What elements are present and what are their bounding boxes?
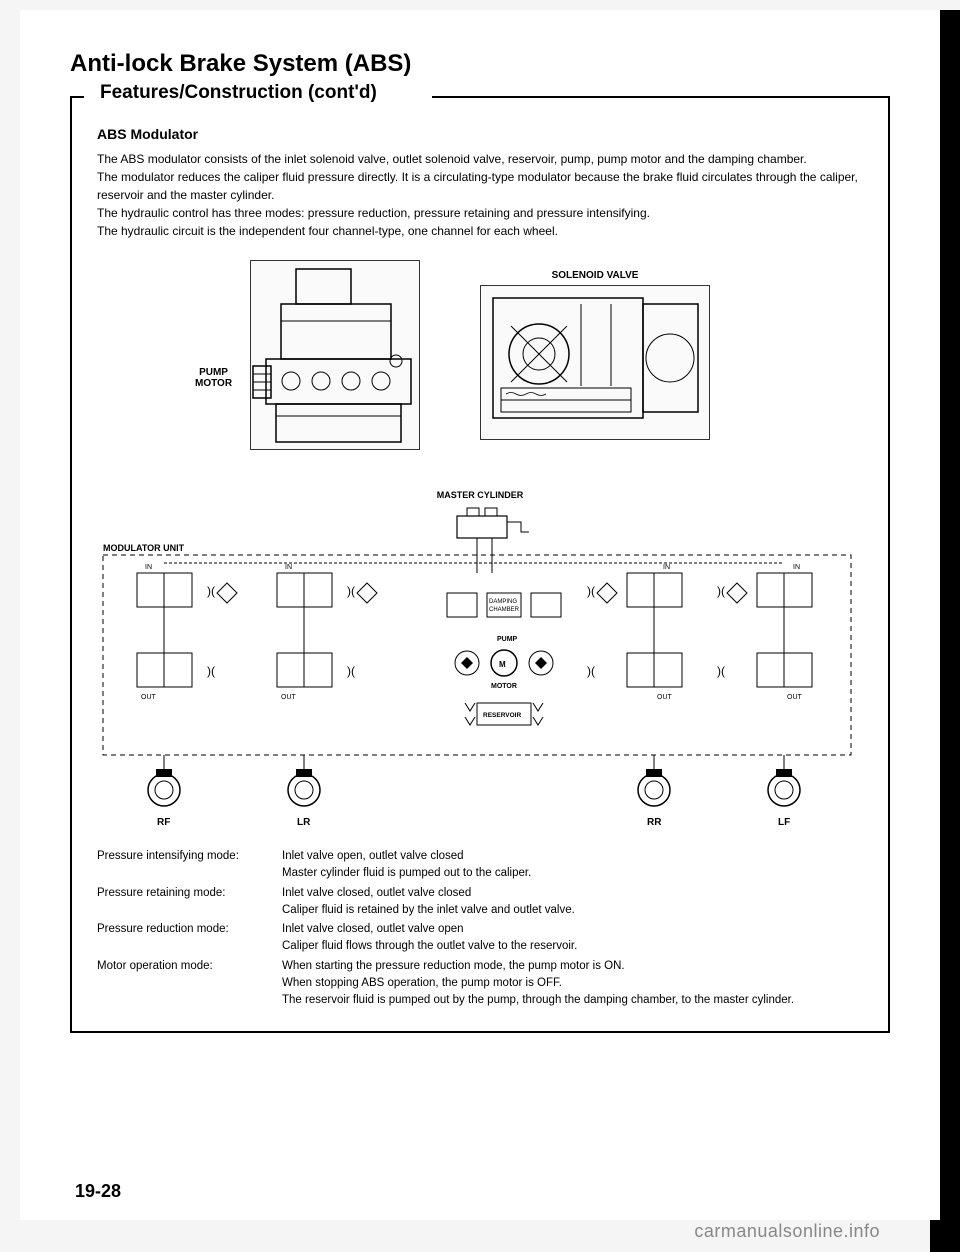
mode-row: Pressure intensifying mode: Inlet valve … — [97, 848, 863, 883]
wheel-rf — [148, 755, 180, 806]
paragraph: The modulator reduces the caliper fluid … — [97, 170, 858, 202]
svg-text:CHAMBER: CHAMBER — [489, 607, 520, 613]
mode-desc: Inlet valve open, outlet valve closed Ma… — [282, 848, 863, 883]
paragraph: The hydraulic control has three modes: p… — [97, 206, 650, 220]
svg-text:RESERVOIR: RESERVOIR — [483, 712, 521, 719]
mode-label: Pressure reduction mode: — [97, 921, 282, 956]
wheel-lf — [768, 755, 800, 806]
mode-desc: When starting the pressure reduction mod… — [282, 958, 863, 1010]
svg-text:)(: )( — [717, 664, 725, 678]
svg-text:)(: )( — [587, 584, 595, 598]
mode-row: Motor operation mode: When starting the … — [97, 958, 863, 1010]
svg-text:)(: )( — [347, 584, 355, 598]
mode-desc: Inlet valve closed, outlet valve closed … — [282, 885, 863, 920]
svg-text:OUT: OUT — [657, 694, 673, 701]
svg-text:)(: )( — [347, 664, 355, 678]
wheel-label-rf: RF — [157, 817, 170, 828]
pump-motor-diagram: PUMPMOTOR — [250, 260, 420, 455]
solenoid-valve-drawing — [480, 285, 710, 440]
mode-label: Motor operation mode: — [97, 958, 282, 1010]
channel-lr: IN OUT )( )( — [277, 564, 377, 701]
svg-text:OUT: OUT — [281, 694, 297, 701]
wheel-label-lr: LR — [297, 817, 311, 828]
wheel-lr — [288, 755, 320, 806]
paragraph: The hydraulic circuit is the independent… — [97, 224, 558, 238]
svg-text:OUT: OUT — [141, 694, 157, 701]
svg-text:OUT: OUT — [787, 694, 803, 701]
pump-motor-label: PUMPMOTOR — [195, 367, 232, 389]
mode-desc: Inlet valve closed, outlet valve open Ca… — [282, 921, 863, 956]
svg-text:IN: IN — [663, 564, 670, 571]
hydraulic-schematic: MASTER CYLINDER MODULATOR UNIT — [97, 485, 863, 838]
wheel-rr — [638, 755, 670, 806]
hydraulic-schematic-drawing: MODULATOR UNIT IN OUT )( )( — [97, 503, 857, 833]
svg-text:)(: )( — [207, 664, 215, 678]
page-number: 19-28 — [75, 1181, 121, 1202]
channel-rr: )( IN OUT )( — [587, 564, 682, 701]
wheel-label-lf: LF — [778, 817, 790, 828]
solenoid-valve-label: SOLENOID VALVE — [480, 270, 710, 281]
svg-text:M: M — [499, 660, 506, 669]
component-diagram-row: PUMPMOTOR — [97, 260, 863, 455]
mode-label: Pressure intensifying mode: — [97, 848, 282, 883]
modulator-unit-label: MODULATOR UNIT — [103, 543, 185, 553]
section-frame: Features/Construction (cont'd) ABS Modul… — [70, 96, 890, 1033]
svg-text:IN: IN — [285, 564, 292, 571]
mode-row: Pressure reduction mode: Inlet valve clo… — [97, 921, 863, 956]
svg-text:IN: IN — [145, 564, 152, 571]
svg-text:)(: )( — [587, 664, 595, 678]
channel-rf: IN OUT )( )( — [137, 564, 237, 701]
center-block: DAMPING CHAMBER PUMP M MOTOR RESERVOIR — [447, 593, 561, 725]
svg-text:IN: IN — [793, 564, 800, 571]
frame-border — [72, 96, 84, 98]
svg-text:DAMPING: DAMPING — [489, 599, 517, 605]
sub-heading: ABS Modulator — [97, 126, 863, 142]
frame-border — [432, 96, 888, 98]
svg-text:MOTOR: MOTOR — [491, 683, 517, 690]
manual-page: Anti-lock Brake System (ABS) Features/Co… — [20, 10, 940, 1220]
watermark: carmanualsonline.info — [694, 1221, 880, 1242]
section-title: Features/Construction (cont'd) — [92, 82, 385, 104]
page-title: Anti-lock Brake System (ABS) — [70, 50, 890, 78]
channel-lf: )( IN OUT )( — [717, 564, 812, 701]
svg-text:)(: )( — [717, 584, 725, 598]
master-cylinder-label: MASTER CYLINDER — [97, 485, 863, 503]
modes-table: Pressure intensifying mode: Inlet valve … — [97, 848, 863, 1009]
svg-text:PUMP: PUMP — [497, 636, 518, 643]
wheel-label-rr: RR — [647, 817, 662, 828]
paragraph: The ABS modulator consists of the inlet … — [97, 152, 807, 166]
svg-text:)(: )( — [207, 584, 215, 598]
body-text: The ABS modulator consists of the inlet … — [97, 150, 863, 240]
solenoid-valve-diagram: SOLENOID VALVE — [480, 270, 710, 445]
pump-motor-drawing — [250, 260, 420, 450]
mode-row: Pressure retaining mode: Inlet valve clo… — [97, 885, 863, 920]
mode-label: Pressure retaining mode: — [97, 885, 282, 920]
